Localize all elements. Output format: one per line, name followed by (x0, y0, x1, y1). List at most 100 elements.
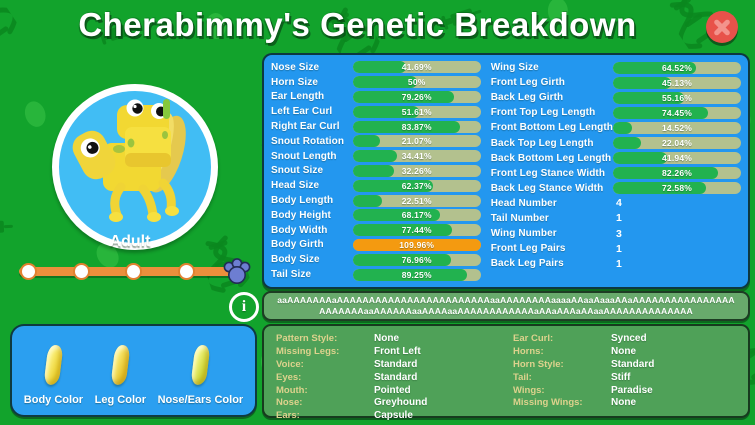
stat-progress-fill (613, 152, 667, 165)
stat-value: 62.37% (401, 180, 432, 191)
creature-image (72, 99, 186, 222)
stat-row: Body Size 76.96% (271, 252, 481, 267)
trait-row: Voice: Standard (276, 358, 499, 371)
stat-value: 77.44% (401, 225, 432, 236)
trait-value: Front Left (374, 345, 421, 357)
stat-row: Snout Rotation 21.07% (271, 134, 481, 149)
stat-label: Snout Length (271, 150, 337, 162)
stat-progress-bar: 68.17% (352, 209, 481, 222)
stat-progress-fill (352, 179, 433, 192)
age-slider-dot[interactable] (20, 263, 37, 280)
stat-progress-fill (613, 76, 671, 89)
age-slider[interactable] (16, 258, 252, 286)
stat-row: Body Girth 109.96% (271, 238, 481, 253)
stat-row: Back Bottom Leg Length 41.94% (491, 151, 741, 166)
stat-row: Back Leg Girth 55.16% (491, 90, 741, 105)
trait-row: Pattern Style: None (276, 332, 499, 345)
stat-label: Back Leg Pairs (490, 258, 564, 270)
stat-value: 32.26% (401, 165, 432, 176)
stat-value: 68.17% (401, 210, 432, 221)
stat-progress-fill (352, 164, 394, 177)
stat-row: Snout Length 34.41% (271, 149, 481, 164)
stat-value: 79.26% (401, 91, 432, 102)
stat-progress-fill (352, 253, 452, 266)
stat-row: Horn Size 50% (271, 75, 481, 90)
trait-value: Standard (374, 358, 418, 370)
stat-progress-fill (613, 137, 642, 150)
trait-value: Pointed (374, 384, 411, 396)
trait-value: Greyhound (374, 397, 428, 409)
stat-progress-bar: 89.25% (352, 268, 481, 281)
stat-progress-fill (613, 167, 719, 180)
stat-row: Front Leg Pairs 1 (491, 241, 741, 256)
stat-value: 50% (407, 77, 426, 88)
stat-number-value: 1 (616, 212, 622, 225)
stat-row: Right Ear Curl 83.87% (271, 119, 481, 134)
stat-value: 14.52% (661, 122, 693, 133)
stat-progress-bar: 74.45% (613, 106, 741, 119)
trait-label: Horns: (513, 345, 544, 357)
color-swatch-label: Leg Color (94, 394, 147, 406)
stat-value: 55.16% (661, 92, 693, 103)
trait-label: Nose: (276, 397, 303, 409)
stat-row: Back Leg Pairs 1 (491, 256, 741, 271)
stat-progress-bar: 51.61% (352, 105, 481, 118)
stat-progress-bar: 72.58% (613, 182, 741, 195)
stat-label: Horn Size (271, 76, 319, 88)
stat-value: 45.13% (661, 77, 693, 88)
stat-value: 64.52% (661, 62, 693, 73)
stat-label: Body Width (271, 224, 328, 236)
stat-progress-bar: 77.44% (352, 224, 481, 237)
trait-row: Horn Style: Standard (513, 358, 736, 371)
color-swatch[interactable]: Leg Color (94, 344, 147, 406)
stat-label: Wing Size (490, 62, 539, 74)
stat-label: Back Leg Girth (490, 92, 564, 104)
trait-row: Missing Wings: None (513, 396, 736, 409)
traits-column-left: Pattern Style: None Missing Legs: Front Lef… (276, 332, 499, 421)
age-slider-dot[interactable] (125, 263, 142, 280)
stat-label: Left Ear Curl (271, 106, 333, 118)
stat-row: Body Width 77.44% (271, 223, 481, 238)
age-slider-dot[interactable] (72, 263, 90, 280)
trait-value: Standard (611, 358, 655, 370)
traits-column-right: Ear Curl: Synced Horns: None Horn Style: Stan… (513, 332, 736, 410)
stat-label: Snout Rotation (271, 135, 345, 147)
stat-label: Front Top Leg Length (490, 107, 596, 119)
color-swatch[interactable]: Nose/Ears Color (158, 344, 243, 406)
trait-label: Mouth: (276, 384, 308, 396)
stat-label: Back Leg Stance Width (490, 182, 604, 194)
stat-label: Body Size (271, 254, 320, 266)
color-swatch[interactable]: Body Color (24, 344, 83, 406)
trait-label: Tail: (513, 371, 532, 383)
pattern-glyph (20, 97, 51, 135)
stat-progress-fill (352, 268, 467, 281)
stat-progress-bar: 21.07% (352, 135, 481, 148)
stat-row: Head Size 62.37% (271, 178, 481, 193)
stat-row: Ear Length 79.26% (271, 90, 481, 105)
trait-label: Horn Style: (513, 358, 564, 370)
stat-row: Wing Size 64.52% (491, 60, 741, 75)
stats-column-left: Nose Size 41.69% Horn Size 50% Ear Length 79.… (271, 60, 481, 282)
stat-label: Head Size (271, 180, 320, 192)
age-slider-dot[interactable] (177, 263, 195, 280)
stat-progress-fill (352, 76, 417, 89)
stat-progress-bar: 62.37% (352, 179, 481, 192)
stat-progress-fill (352, 135, 380, 148)
stat-value: 22.51% (401, 195, 432, 206)
trait-row: Wings: Paradise (513, 384, 736, 397)
trait-row: Missing Legs: Front Left (276, 345, 499, 358)
trait-value: Capsule (374, 410, 413, 422)
color-swatches-panel: Body Color Leg Color Nose/Ears Color (10, 324, 257, 417)
stat-row: Left Ear Curl 51.61% (271, 104, 481, 119)
stat-value: 76.96% (401, 254, 432, 265)
paw-marker-icon[interactable] (222, 257, 252, 287)
close-button[interactable] (706, 11, 738, 43)
stat-progress-fill (352, 90, 455, 103)
stat-progress-bar: 76.96% (352, 253, 481, 266)
info-button[interactable]: i (229, 292, 259, 322)
stat-value: 34.41% (401, 151, 432, 162)
stat-progress-bar: 50% (352, 76, 481, 89)
stat-progress-bar: 82.26% (613, 167, 741, 180)
stat-label: Body Girth (271, 239, 324, 251)
